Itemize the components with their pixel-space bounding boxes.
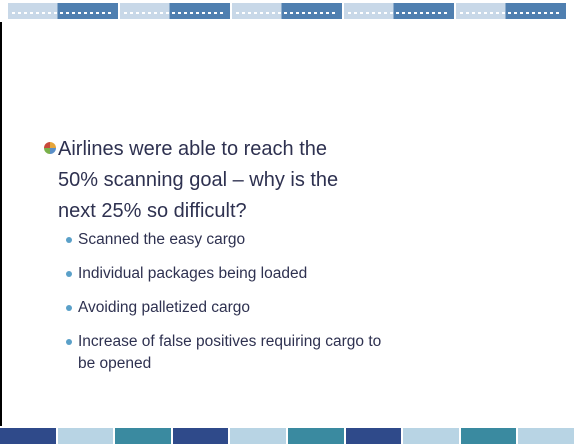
- decor-segment: [403, 428, 459, 444]
- bullet-icon: [44, 142, 56, 154]
- decor-block: [120, 3, 230, 19]
- decor-segment: [287, 428, 344, 444]
- sub-bullet-list: Scanned the easy cargo Individual packag…: [66, 229, 396, 387]
- decor-segment: [172, 428, 229, 444]
- sub-bullet: Increase of false positives requiring ca…: [66, 331, 396, 375]
- bottom-band: [0, 428, 574, 444]
- sub-bullet: Avoiding palletized cargo: [66, 297, 396, 319]
- slide-frame: [0, 22, 574, 426]
- top-band: [0, 0, 574, 22]
- decor-segment: [0, 428, 56, 444]
- main-bullet: Airlines were able to reach the 50% scan…: [58, 138, 339, 222]
- decor-segment: [460, 428, 517, 444]
- sub-bullet: Scanned the easy cargo: [66, 229, 396, 251]
- decor-block: [232, 3, 342, 19]
- sub-bullet: Individual packages being loaded: [66, 263, 396, 285]
- decor-block: [344, 3, 454, 19]
- decor-segment: [115, 428, 171, 444]
- decor-segment: [518, 428, 574, 444]
- decor-segment: [57, 428, 114, 444]
- decor-segment: [345, 428, 402, 444]
- decor-block: [456, 3, 566, 19]
- decor-segment: [230, 428, 286, 444]
- decor-block: [8, 3, 118, 19]
